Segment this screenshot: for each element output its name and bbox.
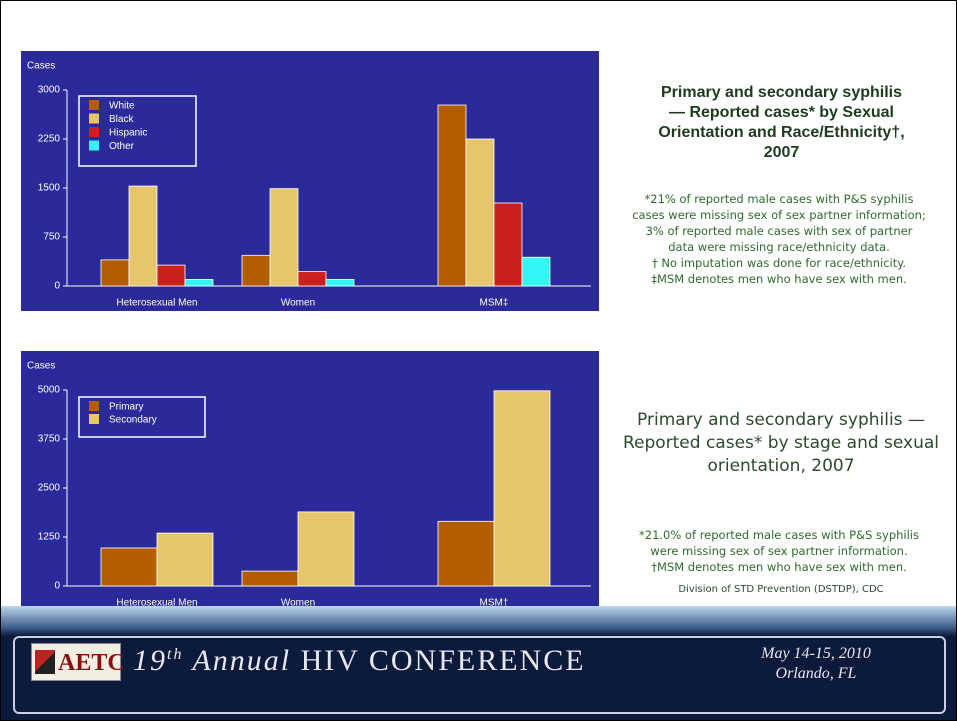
bar: [297, 511, 355, 587]
bar: [156, 532, 214, 587]
bar: [521, 256, 551, 287]
legend-swatch: [89, 414, 99, 424]
x-tick-label: Women: [281, 298, 315, 309]
title-line: Reported cases* by stage and sexual: [622, 433, 940, 453]
x-tick-label: MSM‡: [480, 298, 509, 309]
title-line: Primary and secondary syphilis —: [637, 410, 925, 430]
bar: [128, 185, 158, 287]
bar: [297, 271, 327, 287]
bar: [465, 138, 495, 287]
legend-swatch: [89, 401, 99, 411]
bar: [100, 259, 130, 287]
legend-box: [78, 95, 197, 167]
bar: [493, 202, 523, 287]
note-line: *21.0% of reported male cases with P&S s…: [639, 528, 919, 542]
legend-label: Secondary: [109, 415, 157, 426]
note-line: † No imputation was done for race/ethnic…: [651, 256, 907, 270]
chart-title: Primary and secondary syphilis — Reported…: [606, 409, 956, 478]
bar: [437, 104, 467, 287]
y-axis-label: Cases: [27, 61, 55, 72]
logo: AETC: [31, 643, 125, 681]
y-axis-label: Cases: [27, 361, 55, 372]
date-place: May 14-15, 2010 Orlando, FL: [721, 644, 911, 684]
y-tick-label: 1500: [38, 183, 61, 194]
legend-label: Primary: [109, 402, 143, 413]
x-tick-label: Heterosexual Men: [116, 598, 197, 606]
note-line: were missing sex of sex partner informat…: [650, 544, 908, 558]
bar: [241, 254, 271, 287]
x-tick-label: Women: [281, 598, 315, 606]
y-tick-label: 750: [43, 232, 60, 243]
legend-swatch: [89, 127, 99, 137]
legend-label: Black: [109, 114, 134, 125]
conference-title: 19th Annual HIV CONFERENCE: [133, 644, 586, 678]
y-tick-label: 2250: [38, 134, 61, 145]
bar: [493, 390, 551, 587]
chart-notes: *21.0% of reported male cases with P&S s…: [599, 527, 956, 575]
logo-text: AETC: [58, 650, 125, 676]
note-line: cases were missing sex of sex partner in…: [632, 208, 926, 222]
number: 19: [133, 644, 167, 677]
place: Orlando, FL: [775, 665, 857, 682]
conference-name: HIV CONFERENCE: [300, 644, 586, 677]
legend-label: White: [109, 101, 135, 112]
note-line: †MSM denotes men who have sex with men.: [651, 560, 907, 574]
source: Division of STD Prevention (DSTDP), CDC: [678, 584, 884, 595]
title-line: Orientation and Race/Ethnicity†,: [658, 124, 905, 141]
bar: [184, 279, 214, 287]
legend-label: Hispanic: [109, 128, 147, 139]
frame: [13, 636, 946, 714]
x-tick-label: Heterosexual Men: [116, 298, 197, 309]
date: May 14-15, 2010: [761, 645, 871, 662]
y-tick-label: 0: [54, 581, 60, 592]
chart-panel: Cases 0 750 1500 2250 3000 Heterosexual Men Wom…: [21, 51, 599, 311]
legend-swatch: [89, 140, 99, 151]
y-tick-label: 0: [54, 281, 60, 292]
bar: [100, 547, 158, 587]
x-tick-label: MSM†: [480, 598, 509, 606]
note-line: *21% of reported male cases with P&S syp…: [644, 192, 914, 206]
legend-box: [78, 396, 206, 438]
bar: [325, 279, 355, 287]
chart-notes: *21% of reported male cases with P&S syp…: [599, 191, 956, 287]
y-tick-label: 2500: [38, 483, 61, 494]
note-line: ‡MSM denotes men who have sex with men.: [651, 272, 907, 286]
title-line: orientation, 2007: [707, 456, 855, 476]
y-tick-label: 1250: [38, 532, 61, 543]
legend-label: Other: [109, 141, 135, 152]
bar: [156, 264, 186, 287]
annual: Annual: [192, 644, 292, 677]
ordinal: th: [167, 646, 184, 663]
footer: AETC 19th Annual HIV CONFERENCE May 14-1…: [1, 606, 956, 720]
legend-swatch: [89, 100, 99, 110]
y-tick-label: 5000: [38, 385, 61, 396]
title-line: Primary and secondary syphilis: [661, 84, 902, 101]
note-line: data were missing race/ethnicity data.: [668, 240, 890, 254]
y-tick-label: 3750: [38, 434, 61, 445]
bar: [241, 570, 299, 587]
bar: [437, 520, 495, 587]
chart-title: Primary and secondary syphilis — Reported…: [609, 83, 954, 163]
note-line: 3% of reported male cases with sex of pa…: [645, 224, 913, 238]
legend-swatch: [89, 113, 99, 124]
y-tick-label: 3000: [38, 85, 61, 96]
bar: [269, 188, 299, 287]
chart-panel: Cases 0 1250 2500 3750 5000 Heterosexual Men Wo…: [21, 351, 599, 606]
title-line: 2007: [763, 144, 800, 161]
title-line: — Reported cases* by Sexual: [669, 104, 894, 121]
